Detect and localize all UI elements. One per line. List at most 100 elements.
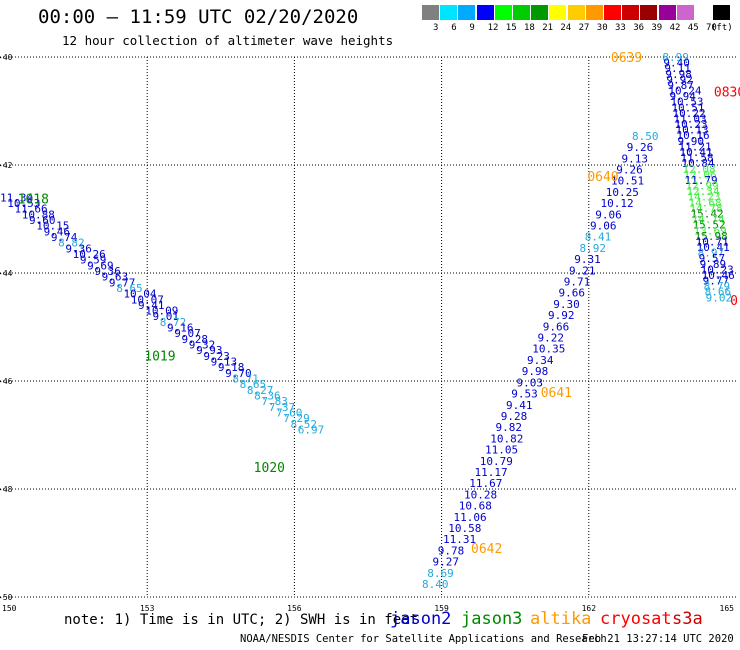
legend-label: 27 <box>578 23 590 33</box>
wave-height-value: 10.88 <box>22 208 55 221</box>
wave-height-value: 10.16 <box>676 129 709 142</box>
wave-height-value: 11.03 <box>673 112 706 125</box>
satellite-legend-altika: altika <box>530 609 592 629</box>
legend-label: 36 <box>633 23 645 33</box>
legend-swatch <box>713 5 731 20</box>
pass-time-label: 0639 <box>611 51 642 66</box>
wave-height-value: 10.28 <box>464 488 497 501</box>
wave-height-value: 9.98 <box>665 68 692 81</box>
wave-height-value: 15.52 <box>693 219 726 232</box>
lat-tick-label: -46 <box>0 377 13 386</box>
wave-height-value: 11.21 <box>678 140 711 153</box>
wave-height-value: 10.25 <box>606 186 639 199</box>
wave-height-value: 9.82 <box>495 421 522 434</box>
lat-tick-label: -44 <box>0 269 13 278</box>
wave-height-value: 14.78 <box>690 202 723 215</box>
wave-height-value: 9.02 <box>706 291 733 304</box>
wave-height-value: 10.58 <box>448 522 481 535</box>
legend-swatch <box>476 5 494 20</box>
wave-height-value: 14.74 <box>692 213 725 226</box>
wave-height-value: 10.68 <box>459 500 492 513</box>
wave-height-value: 8.50 <box>632 130 659 143</box>
footer-credit: NOAA/NESDIS Center for Satellite Applica… <box>240 633 607 645</box>
wave-height-value: 12.34 <box>687 185 720 198</box>
wave-height-value: 11.05 <box>485 444 518 457</box>
wave-height-value: 10.46 <box>702 269 735 282</box>
lat-tick-label: -48 <box>0 485 13 494</box>
wave-height-value: 9.41 <box>506 399 533 412</box>
wave-height-value: 10.51 <box>611 175 644 188</box>
wave-height-value: 10.79 <box>480 455 513 468</box>
wave-height-value: 9.22 <box>537 332 564 345</box>
legend-label: 33 <box>615 23 626 33</box>
legend-swatch <box>513 5 530 20</box>
wave-height-value: 9.11 <box>664 62 691 75</box>
wave-height-value: 9.46 <box>44 225 70 238</box>
legend-swatch <box>676 5 694 20</box>
legend-label: 18 <box>524 23 535 33</box>
wave-height-value: 9.63 <box>102 271 129 284</box>
wave-height-value: 8.92 <box>579 242 606 255</box>
wave-height-value: 9.06 <box>590 219 617 232</box>
wave-height-value: 8.82 <box>58 237 85 250</box>
legend-label: 39 <box>651 23 663 33</box>
wave-height-value: 8.99 <box>662 51 689 64</box>
wave-height-value: 10.26 <box>73 248 106 261</box>
wave-height-value: 10.24 <box>668 85 701 98</box>
wave-height-value: 12.08 <box>683 163 716 176</box>
wave-height-value: 9.26 <box>627 141 654 154</box>
legend-label: 6 <box>451 23 457 33</box>
pass-time-label: 0642 <box>471 542 502 557</box>
wave-height-value: 10.13 <box>675 124 708 137</box>
wave-height-value: 10.15 <box>36 220 69 233</box>
legend-label: 12 <box>487 23 499 33</box>
legend-swatch <box>458 5 476 20</box>
pass-time-label: 1020 <box>254 461 285 476</box>
wave-height-value: 8.65 <box>116 282 143 295</box>
pass-time-label: 1019 <box>144 350 175 365</box>
legend-swatch <box>567 5 585 20</box>
wave-height-value: 9.18 <box>218 361 245 374</box>
wave-height-value: 9.36 <box>65 242 92 255</box>
wave-height-value: 9.40 <box>663 57 690 70</box>
wave-height-value: 15.42 <box>691 207 724 220</box>
legend-swatch <box>531 5 549 20</box>
wave-height-value: 9.92 <box>666 73 693 86</box>
footer-note: note: 1) Time is in UTC; 2) SWH is in fe… <box>64 612 419 628</box>
wave-height-value: 9.21 <box>569 264 596 277</box>
wave-height-value: 8.41 <box>585 231 612 244</box>
wave-height-value: 10.41 <box>697 241 730 254</box>
legend-swatch <box>440 5 458 20</box>
legend-swatch <box>640 5 658 20</box>
wave-height-value: 9.26 <box>616 163 643 176</box>
legend-label: 70 <box>706 23 717 33</box>
wave-height-value: 11.34 <box>0 191 33 204</box>
wave-height-value: 8.69 <box>427 567 454 580</box>
legend-swatch <box>549 5 567 20</box>
wave-height-value: 10.71 <box>696 235 729 248</box>
wave-height-value: 8.66 <box>705 286 732 299</box>
wave-height-value: 12.99 <box>686 180 719 193</box>
wave-height-value: 9.77 <box>703 275 730 288</box>
wave-height-value: 9.93 <box>196 344 223 357</box>
wave-height-value: 11.58 <box>681 152 714 165</box>
pass-time-label: 0640 <box>587 170 618 185</box>
wave-height-value: 9.66 <box>543 320 570 333</box>
wave-height-value: 8.71 <box>232 372 259 385</box>
lon-tick-label: 159 <box>434 604 449 613</box>
wave-height-value: 10.23 <box>674 118 707 131</box>
page-title: 00:00 – 11:59 UTC 02/20/2020 <box>38 6 359 28</box>
wave-height-value: 9.98 <box>522 365 549 378</box>
wave-height-value: 11.66 <box>15 203 48 216</box>
lat-tick-label: -50 <box>0 593 13 602</box>
wave-height-value: 8.36 <box>254 389 281 402</box>
lon-tick-label: 150 <box>2 604 17 613</box>
wave-height-value: 9.59 <box>80 254 107 267</box>
legend-swatch <box>422 5 439 20</box>
wave-height-value: 9.94 <box>669 90 696 103</box>
wave-height-value: 9.28 <box>501 410 528 423</box>
wave-height-value: 10.23 <box>701 263 734 276</box>
